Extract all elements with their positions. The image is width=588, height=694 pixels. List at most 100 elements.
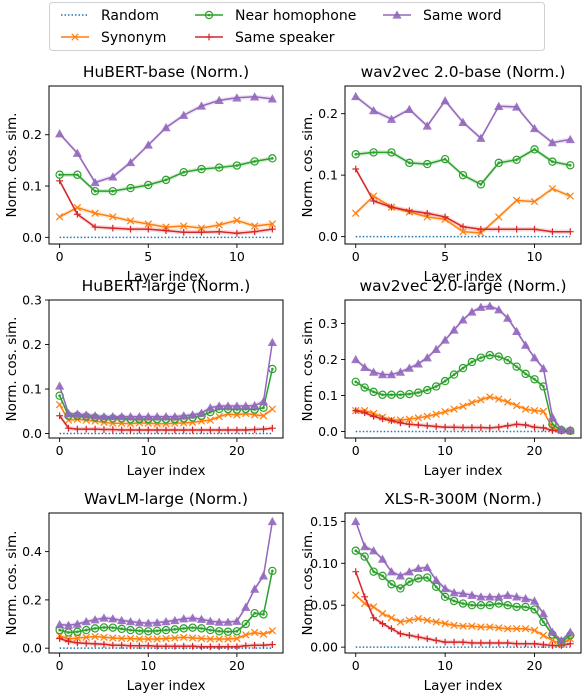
series-near [55,566,277,637]
data-point [495,624,503,632]
data-point [64,416,73,424]
data-point [100,633,108,642]
data-point-dot [372,151,375,154]
data-point [360,552,369,561]
data-point [170,625,180,634]
y-tick-label: 0.4 [22,544,42,559]
data-point [440,335,450,344]
data-point-dot [470,360,474,364]
data-point [529,353,540,362]
y-tick-label: 0.0 [22,426,42,441]
data-point [441,407,449,416]
data-point [503,624,512,633]
data-point [127,642,134,650]
y-tick-label: 0.0 [318,229,338,244]
chart-grid: HuBERT-base (Norm.) Layer index Norm. cos.… [4,63,582,694]
data-point [259,412,268,420]
data-point-dot [271,367,274,371]
data-point [144,220,152,228]
data-point [539,631,548,640]
axes-frame [48,299,284,439]
y-axis-label: Norm. cos. sim. [300,113,316,218]
data-point-dot [408,392,411,396]
data-point [233,216,241,225]
data-point [503,313,513,322]
data-point [215,412,223,421]
data-point [65,424,72,432]
data-point [136,642,143,650]
data-point-dot [533,377,536,381]
data-point [91,640,99,648]
series-word [351,301,575,434]
x-tick-label: 10 [140,443,156,458]
data-point [539,407,548,416]
data-point [232,627,242,636]
data-point [566,192,574,200]
series-speaker [352,568,574,649]
data-point [548,157,557,166]
data-point [135,626,144,635]
data-point [396,390,405,399]
data-point [108,614,118,623]
data-point [556,635,566,645]
data-point [468,622,476,630]
data-point [351,377,360,386]
data-point [476,592,486,601]
data-point [405,616,414,625]
data-point [404,104,414,114]
data-point-dot [488,353,492,357]
data-point [565,627,575,636]
data-point-dot [452,599,456,603]
data-point [422,353,432,362]
series-band [355,394,571,434]
data-point [413,563,423,573]
data-point [242,426,250,434]
data-point [351,546,360,555]
data-point-dot [497,161,501,165]
axes-frame [344,85,582,245]
data-point [56,635,64,642]
data-point [566,228,574,236]
data-point [467,357,477,367]
series-near [55,154,277,196]
data-point [152,626,162,635]
data-point [387,614,396,622]
data-point-dot [533,608,536,611]
data-point [441,619,449,628]
data-point [73,639,81,647]
y-tick-label: 0.2 [22,127,42,142]
data-point [73,634,82,642]
data-point [127,225,134,233]
data-point [250,628,259,637]
data-point-dot [443,595,447,599]
data-point [548,228,556,236]
data-point [538,608,549,618]
data-point [90,177,100,187]
data-point [109,634,117,642]
data-point [117,634,126,643]
data-point-dot [253,160,256,163]
data-point [423,422,431,430]
data-point [423,573,432,582]
data-point [504,422,512,430]
data-point [215,635,223,643]
data-point [179,411,189,420]
data-point [369,105,379,115]
data-point-dot [515,365,518,368]
data-point [232,616,242,625]
data-point [55,213,64,221]
data-point-dot [235,164,239,167]
x-tick-label: 20 [229,443,245,458]
data-point-dot [262,406,265,410]
data-point [503,398,512,406]
data-point [242,631,250,639]
x-axis-label: Layer index [127,678,206,694]
data-point [476,302,486,311]
data-point-dot [354,549,358,553]
data-point [360,362,370,372]
legend-item-near: Near homophone [195,8,356,24]
data-point [467,590,477,599]
data-point [197,224,206,232]
x-tick-label: 0 [352,443,360,458]
data-point-dot [497,355,501,358]
